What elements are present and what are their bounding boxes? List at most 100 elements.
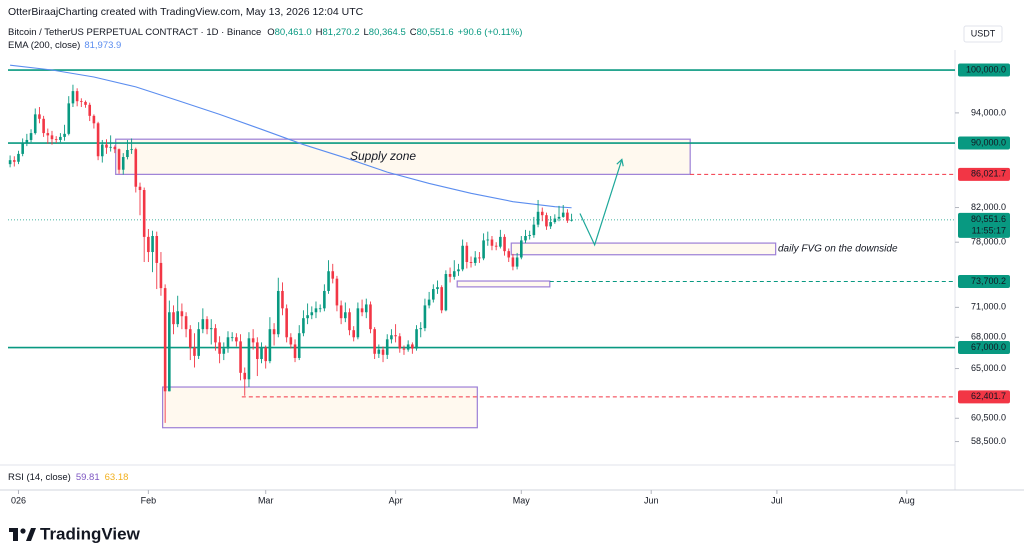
price-badge-label: 62,401.7 — [971, 391, 1006, 401]
candle-body — [80, 101, 83, 102]
candle-body — [536, 211, 540, 225]
candle-body — [394, 335, 397, 337]
candle-body — [25, 139, 29, 144]
candle-body — [63, 133, 66, 137]
candle-body — [218, 342, 221, 354]
zone — [510, 242, 777, 256]
candle-body — [440, 287, 443, 311]
x-tick-label: 026 — [11, 495, 26, 505]
candle-body — [205, 319, 209, 330]
price-badge-label: 100,000.0 — [966, 64, 1006, 74]
candle-body — [130, 149, 133, 151]
candle-body — [549, 222, 552, 227]
currency: USDT — [971, 28, 996, 38]
candle-body — [54, 139, 58, 140]
candle-body — [314, 308, 318, 313]
zone — [456, 280, 551, 288]
candle-body — [545, 215, 548, 227]
ohlc-key: L — [363, 27, 368, 38]
candle-body — [528, 235, 531, 237]
candle-body — [344, 312, 347, 319]
x-tick-label: Jun — [644, 495, 659, 505]
candle-body — [348, 312, 351, 331]
candle-body — [473, 257, 477, 263]
candle-body — [147, 236, 150, 253]
candle-body — [339, 305, 343, 319]
candle-body — [486, 239, 490, 241]
ema-value: 81,973.9 — [84, 40, 121, 51]
candle-body — [436, 287, 439, 290]
candle-body — [239, 341, 242, 373]
logo-shape — [26, 528, 36, 541]
ohlc-value: 80,551.6 — [417, 27, 454, 38]
candle-body — [419, 328, 423, 330]
candle-body — [247, 338, 251, 380]
candle-body — [494, 245, 498, 247]
candle-body — [134, 149, 138, 187]
price-badge-label: 90,000.0 — [971, 137, 1006, 147]
candle-body — [172, 312, 175, 325]
candle-body — [331, 271, 335, 279]
y-tick-label: 94,000.0 — [971, 107, 1006, 117]
candle-body — [461, 245, 464, 270]
y-tick-label: 71,000.0 — [971, 302, 1006, 312]
candle-body — [318, 308, 322, 310]
logo: TradingView — [9, 524, 141, 543]
candle-body — [444, 274, 448, 311]
rsi-value: 59.81 — [76, 472, 100, 483]
candle-body — [105, 144, 108, 148]
ohlc-key: H — [316, 27, 323, 38]
candle-body — [289, 337, 293, 345]
candle-body — [92, 115, 96, 124]
candle-body — [415, 329, 418, 349]
zone-label: daily FVG on the downside — [778, 244, 898, 255]
y-tick-label: 82,000.0 — [971, 202, 1006, 212]
candle-body — [84, 101, 87, 105]
candle-body — [226, 337, 230, 349]
candle-body — [381, 349, 385, 355]
candle-body — [511, 257, 515, 267]
candle-body — [302, 318, 305, 334]
x-tick-label: Feb — [141, 495, 157, 505]
candle-body — [126, 149, 129, 158]
ohlc-value: 81,270.2 — [323, 27, 360, 38]
candle-body — [402, 348, 406, 350]
countdown: 11:55:17 — [972, 225, 1006, 235]
candle-body — [406, 344, 410, 350]
ohlc-key: C — [410, 27, 417, 38]
candle-body — [33, 114, 37, 134]
candle-body — [561, 212, 565, 217]
candle-body — [499, 236, 502, 247]
candle-body — [427, 299, 431, 306]
candle-body — [281, 290, 284, 309]
candle-body — [293, 344, 297, 358]
candle-body — [272, 329, 276, 335]
candle-body — [377, 349, 381, 354]
candle-body — [214, 328, 217, 343]
candle-body — [276, 290, 280, 335]
price-badge — [958, 274, 1010, 288]
candle-body — [113, 146, 117, 150]
candle-body — [566, 212, 569, 221]
candle-body — [285, 308, 288, 338]
last-price-label: 80,551.6 — [971, 214, 1006, 224]
x-tick-label: Apr — [389, 495, 403, 505]
ema-line — [10, 64, 572, 209]
candle-body — [230, 337, 234, 339]
candle-body — [335, 278, 339, 306]
candle-body — [503, 236, 506, 252]
price-badge — [958, 390, 1010, 404]
candle-body — [21, 143, 24, 154]
candle-body — [352, 330, 355, 338]
candle-body — [67, 103, 71, 134]
candle-body — [490, 239, 494, 246]
currency-box — [963, 25, 1003, 43]
candle-body — [360, 308, 364, 313]
candle-body — [452, 271, 456, 277]
zone — [162, 386, 478, 429]
candle-body — [478, 257, 481, 259]
candle-body — [297, 333, 301, 358]
candle-body — [557, 216, 561, 219]
rsi-name: RSI (14, close) — [8, 472, 71, 483]
